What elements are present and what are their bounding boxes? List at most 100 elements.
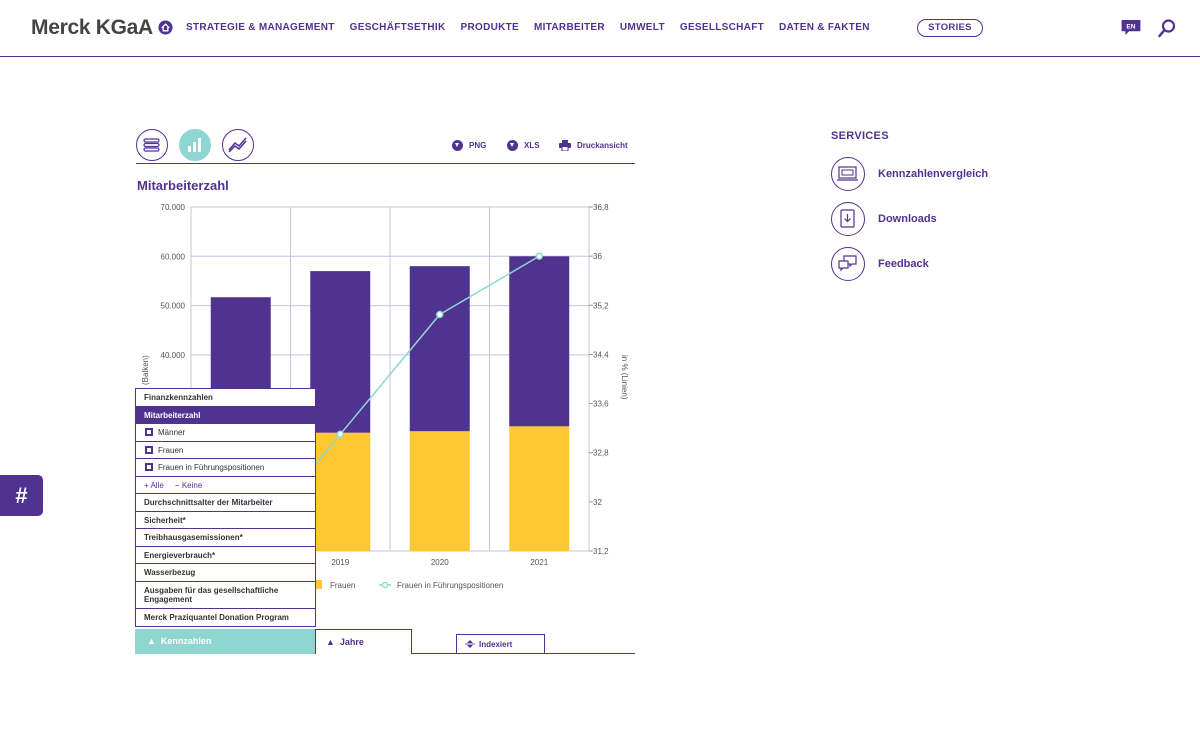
chart-bottom-divider xyxy=(412,653,635,654)
x-tick-label: 2020 xyxy=(431,558,449,567)
y-left-tick-label: 40.000 xyxy=(161,351,186,360)
y-right-axis-label: in % (Linien) xyxy=(620,355,629,400)
dropdown-item[interactable]: Ausgaben für das gesellschaftliche Engag… xyxy=(136,582,315,609)
language-label: EN xyxy=(1126,23,1135,30)
bar-frauen xyxy=(310,432,371,551)
dropdown-item-label: Finanzkennzahlen xyxy=(144,393,213,402)
nav-daten-fakten[interactable]: DATEN & FAKTEN xyxy=(779,22,870,33)
service-kennzahlenvergleich[interactable]: Kennzahlenvergleich xyxy=(831,157,1031,191)
x-tick-label: 2021 xyxy=(530,558,548,567)
y-right-tick-label: 35,2 xyxy=(593,301,609,310)
alle-label: Alle xyxy=(150,480,164,490)
xls-label: XLS xyxy=(524,141,540,150)
nav-produkte[interactable]: PRODUKTE xyxy=(460,22,520,33)
feedback-icon xyxy=(831,247,865,281)
service-label: Downloads xyxy=(878,213,937,225)
dropdown-item-label: Frauen in Führungspositionen xyxy=(158,463,265,472)
xls-download[interactable]: XLS xyxy=(507,140,540,151)
toolbar-divider xyxy=(136,163,635,164)
dropdown-item[interactable]: Treibhausgasemissionen* xyxy=(136,529,315,547)
search-icon[interactable] xyxy=(1158,19,1176,38)
print-view[interactable]: Druckansicht xyxy=(559,140,628,151)
dropdown-item[interactable]: Finanzkennzahlen xyxy=(136,389,315,407)
nav-mitarbeiter[interactable]: MITARBEITER xyxy=(534,22,605,33)
y-right-tick-label: 34,4 xyxy=(593,350,609,359)
dropdown-item[interactable]: Frauen in Führungspositionen xyxy=(136,459,315,477)
kennzahlen-label: Kennzahlen xyxy=(160,636,212,646)
select-all-link[interactable]: + Alle xyxy=(144,480,164,490)
chart-title: Mitarbeiterzahl xyxy=(137,178,229,193)
compare-icon xyxy=(831,157,865,191)
indexiert-toggle-button[interactable]: Indexiert xyxy=(456,634,545,654)
printer-icon xyxy=(559,140,571,151)
keine-label: Keine xyxy=(181,480,203,490)
dropdown-item[interactable]: Merck Praziquantel Donation Program xyxy=(144,612,289,622)
dropdown-item[interactable]: Wasserbezug xyxy=(136,564,315,582)
y-right-tick-label: 32 xyxy=(593,498,602,507)
checkbox-icon[interactable] xyxy=(145,445,153,454)
home-icon[interactable] xyxy=(158,20,173,35)
dropdown-item-label: Frauen xyxy=(158,445,184,455)
nav-gesellschaft[interactable]: GESELLSCHAFT xyxy=(679,22,765,33)
downloads-icon xyxy=(831,202,865,236)
services-title: SERVICES xyxy=(831,130,889,142)
y-right-tick-label: 31,2 xyxy=(593,547,609,556)
bar-frauen xyxy=(409,431,470,551)
line-point xyxy=(436,310,444,319)
select-all-row: + Alle − Keine xyxy=(136,477,315,494)
stories-button[interactable]: STORIES xyxy=(917,19,983,37)
png-label: PNG xyxy=(469,141,487,150)
dropdown-item-label: Männer xyxy=(158,428,186,437)
png-download[interactable]: PNG xyxy=(452,140,486,151)
dropdown-item[interactable]: Mitarbeiterzahl xyxy=(136,406,315,424)
nav-umwelt[interactable]: UMWELT xyxy=(619,22,665,33)
dropdown-item[interactable]: Energieverbrauch* xyxy=(136,547,315,564)
service-feedback[interactable]: Feedback xyxy=(831,247,1031,281)
line-point xyxy=(535,252,543,260)
line-chart-view-icon[interactable] xyxy=(222,129,254,161)
y-left-tick-label: 50.000 xyxy=(161,302,186,311)
y-right-tick-label: 36,8 xyxy=(593,203,609,212)
dropdown-item[interactable]: Durchschnittsalter der Mitarbeiter xyxy=(136,494,315,512)
download-icon xyxy=(452,140,463,151)
checkbox-icon[interactable] xyxy=(145,428,153,436)
indexiert-label: Indexiert xyxy=(479,640,513,649)
merck-logo[interactable]: Merck KGaA xyxy=(31,16,153,39)
main-nav: STRATEGIE & MANAGEMENT GESCHÄFTSETHIK PR… xyxy=(186,22,885,33)
select-none-link[interactable]: − Keine xyxy=(174,480,203,490)
y-right-tick-label: 33,6 xyxy=(593,400,609,409)
legend-label-fuehrung: Frauen in Führungspositionen xyxy=(397,581,503,590)
y-right-tick-label: 36 xyxy=(593,252,602,261)
x-tick-label: 2019 xyxy=(331,558,349,567)
legend-label-frauen: Frauen xyxy=(330,581,355,590)
dropdown-item[interactable]: Männer xyxy=(136,424,315,442)
bar-chart-view-icon[interactable] xyxy=(179,129,211,161)
table-view-icon[interactable] xyxy=(136,129,168,161)
checkbox-icon[interactable] xyxy=(145,463,153,471)
top-header: Merck KGaA STRATEGIE & MANAGEMENT GESCHÄ… xyxy=(0,0,1200,57)
jahre-toggle-button[interactable]: ▲ Jahre xyxy=(315,629,412,654)
y-left-tick-label: 70.000 xyxy=(161,203,186,212)
y-left-tick-label: 60.000 xyxy=(161,252,186,261)
hashtag-tab[interactable]: # xyxy=(0,475,43,516)
line-point xyxy=(336,430,344,439)
nav-geschaeftsethik[interactable]: GESCHÄFTSETHIK xyxy=(349,22,446,33)
dropdown-item[interactable]: Frauen xyxy=(136,442,315,459)
y-right-tick-label: 32,8 xyxy=(593,449,609,458)
bar-frauen xyxy=(509,426,570,551)
jahre-label: Jahre xyxy=(339,637,364,647)
dropdown-item[interactable]: Sicherheit* xyxy=(136,512,315,529)
language-switch-icon[interactable]: EN xyxy=(1121,20,1141,36)
nav-strategie[interactable]: STRATEGIE & MANAGEMENT xyxy=(186,22,335,33)
sort-icon xyxy=(465,640,475,648)
download-icon xyxy=(507,140,518,151)
service-label: Feedback xyxy=(878,258,929,270)
kennzahlen-toggle-button[interactable]: ▲ Kennzahlen xyxy=(135,629,316,654)
legend-swatch-point xyxy=(381,581,389,589)
kennzahlen-dropdown: Finanzkennzahlen Mitarbeiterzahl Männer Fra… xyxy=(135,388,316,627)
service-downloads[interactable]: Downloads xyxy=(831,202,1031,236)
legend-swatch-frauen xyxy=(316,580,322,589)
bar-maenner xyxy=(409,266,470,432)
bar-maenner xyxy=(509,256,570,427)
print-label: Druckansicht xyxy=(577,141,628,150)
